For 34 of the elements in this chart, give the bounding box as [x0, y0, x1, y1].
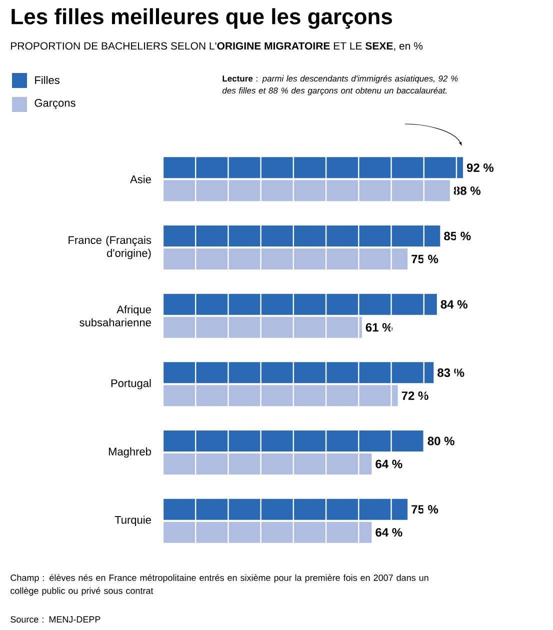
text: Lecture : parmi les descendants d'immigrés asiatiques, 92 % des filles et 88 % des garçons ont obtenu un baccalauréat. — [222, 75, 458, 96]
chart-subtitle: PROPORTION DE BACHELIERS SELON L'ORIGINE MIGRATOIRE ET LE SEXE, en % — [11, 42, 423, 51]
y-tick-label: France (Français d'origine) — [68, 236, 152, 260]
data-label: 84 % — [440, 300, 468, 309]
data-label: 72 % — [402, 391, 428, 400]
bar — [162, 294, 437, 315]
chart-title: Les filles meilleures que les garçons — [12, 8, 392, 29]
data-label: 64 % — [376, 528, 402, 537]
y-tick-label: Turquie — [114, 516, 151, 526]
bar — [162, 498, 408, 520]
y-tick-label: Asie — [130, 175, 151, 184]
data-label: 92 % — [466, 163, 494, 172]
data-label: 80 % — [428, 436, 454, 446]
bar — [162, 157, 463, 178]
y-tick-label: Maghreb — [108, 447, 151, 458]
legend-label: Filles — [35, 76, 60, 84]
bar — [162, 385, 398, 406]
source-note: Source : MENJ-DEPP — [10, 616, 100, 623]
bar — [162, 248, 408, 270]
bar — [162, 522, 372, 543]
data-label: 64 % — [376, 460, 402, 468]
data-label: 85 % — [444, 232, 471, 240]
y-tick-label: Afrique subsaharienne — [80, 305, 151, 326]
y-tick-label: Portugal — [111, 379, 151, 390]
bar — [162, 316, 362, 338]
bar — [162, 430, 424, 452]
data-label: 75 % — [412, 505, 438, 514]
bar — [162, 226, 440, 247]
bar — [162, 180, 450, 202]
data-label: 75 % — [412, 254, 438, 264]
bar — [162, 362, 434, 384]
bar — [162, 454, 372, 475]
text: Champ : élèves nés en France métropolitaine entrés en sixième pour la première fois en 2007 dans un collège public ou privé sous contrat — [10, 574, 428, 596]
legend-label: Garçons — [34, 99, 76, 110]
